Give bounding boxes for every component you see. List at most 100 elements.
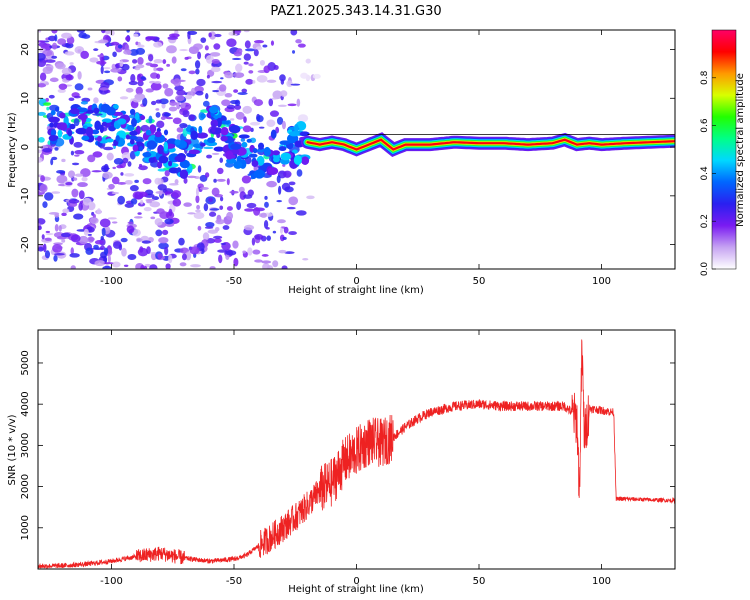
y-tick-label: 10 (20, 92, 31, 105)
heatmap-cell (133, 33, 139, 38)
heatmap-cell (154, 218, 163, 226)
heatmap-cell (121, 247, 127, 257)
heatmap-cell (139, 115, 146, 121)
heatmap-cell (168, 254, 173, 264)
heatmap-cell (148, 115, 153, 124)
heatmap-cell (93, 107, 100, 114)
snr-y-label: SNR (10 * v/v) (7, 414, 18, 485)
heatmap-cell (176, 127, 184, 133)
heatmap-cell (229, 118, 235, 121)
heatmap-cell (211, 123, 216, 133)
heatmap-cell (124, 179, 133, 185)
heatmap-ridge-band (306, 138, 675, 151)
heatmap-cell (157, 144, 164, 155)
heatmap-cell (213, 146, 225, 152)
heatmap-cell (184, 56, 189, 60)
heatmap-cell (52, 243, 63, 253)
heatmap-cell (155, 229, 163, 237)
heatmap-cell (254, 233, 264, 240)
heatmap-cell (99, 87, 109, 91)
heatmap-cell (45, 82, 49, 86)
heatmap-cell (101, 227, 106, 237)
heatmap-cell (71, 188, 79, 198)
heatmap-cell (261, 260, 272, 264)
heatmap-cell (100, 30, 106, 34)
heatmap-cell (80, 100, 89, 105)
heatmap-cell (171, 56, 177, 64)
heatmap-cell (256, 155, 265, 166)
heatmap-cell (279, 74, 286, 82)
heatmap-cell (249, 121, 261, 126)
heatmap-cell (93, 244, 99, 250)
heatmap-cell (272, 230, 277, 234)
heatmap-cell (288, 181, 296, 186)
heatmap-cell (172, 198, 182, 207)
heatmap-cell (139, 246, 144, 253)
heatmap-cell (54, 224, 59, 232)
heatmap-cell (99, 53, 105, 62)
heatmap-cell (169, 101, 178, 106)
heatmap-cell (124, 173, 135, 177)
heatmap-cell (78, 190, 85, 200)
heatmap-cell (117, 118, 127, 125)
heatmap-cell (38, 40, 46, 43)
heatmap-cell (42, 201, 48, 209)
heatmap-cell (93, 48, 99, 52)
heatmap-cell (42, 66, 53, 75)
heatmap-cell (267, 167, 279, 175)
heatmap-cell (81, 176, 88, 182)
heatmap-cell (165, 191, 172, 195)
heatmap-cell (270, 40, 275, 46)
heatmap-cell (226, 38, 237, 48)
heatmap-cell (288, 196, 299, 206)
heatmap-cell (139, 191, 148, 197)
heatmap-cell (208, 32, 212, 38)
heatmap-cell (57, 88, 66, 93)
heatmap-cell (89, 217, 99, 224)
heatmap-cell (111, 261, 121, 268)
heatmap-cell (253, 169, 265, 179)
snr-y-ticks: 1000 2000 3000 4000 5000 (20, 350, 675, 541)
heatmap-cell (282, 236, 287, 240)
heatmap-cell (38, 156, 43, 163)
heatmap-cell (290, 83, 301, 86)
heatmap-cell (86, 134, 95, 143)
heatmap-cell (42, 148, 53, 153)
heatmap-cell (38, 149, 43, 154)
heatmap-cell (132, 144, 139, 152)
heatmap-cell (85, 109, 95, 114)
heatmap-cell (62, 208, 70, 213)
heatmap-cell (140, 76, 146, 80)
heatmap-cell (112, 51, 117, 58)
heatmap-cell (91, 170, 102, 173)
heatmap-cell (97, 54, 104, 58)
heatmap-cell (149, 201, 161, 208)
heatmap-cell (85, 247, 94, 255)
heatmap-cell (276, 199, 283, 203)
heatmap-cell (279, 227, 284, 234)
heatmap-cell (202, 100, 210, 107)
heatmap-cell (224, 71, 234, 79)
heatmap-cell (50, 129, 57, 137)
y-tick-label: 4000 (20, 391, 31, 416)
heatmap-cell (119, 96, 129, 100)
heatmap-cell (202, 232, 210, 241)
heatmap-cell (73, 177, 78, 181)
heatmap-cell (194, 60, 201, 69)
heatmap-cell (206, 74, 210, 79)
heatmap-cell (111, 176, 120, 185)
heatmap-cell (164, 170, 170, 177)
heatmap-cell (163, 141, 169, 152)
heatmap-cell (252, 249, 261, 255)
heatmap-cell (164, 87, 174, 97)
heatmap-cell (296, 169, 303, 177)
heatmap-cell (50, 158, 54, 166)
heatmap-cell (127, 161, 132, 167)
heatmap-cell (70, 265, 76, 269)
heatmap-cell (203, 146, 214, 150)
heatmap-cell (296, 98, 301, 107)
heatmap-cell (165, 263, 171, 269)
heatmap-cell (92, 113, 103, 116)
heatmap-cell (67, 129, 73, 137)
heatmap-cell (182, 109, 190, 118)
